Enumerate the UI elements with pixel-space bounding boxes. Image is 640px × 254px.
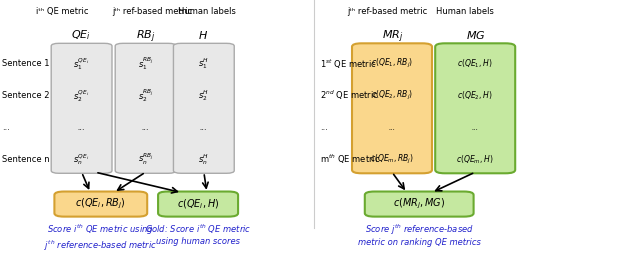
- Text: Sentence n: Sentence n: [2, 155, 49, 164]
- Text: ...: ...: [141, 123, 150, 132]
- FancyBboxPatch shape: [51, 43, 112, 173]
- Text: ...: ...: [320, 123, 328, 132]
- Text: 1$^{st}$ QE metric: 1$^{st}$ QE metric: [320, 57, 377, 71]
- Text: $c(QE_i, H)$: $c(QE_i, H)$: [177, 197, 220, 211]
- Text: $c(MR_j, MG)$: $c(MR_j, MG)$: [393, 197, 445, 211]
- Text: $s_1^{QE_i}$: $s_1^{QE_i}$: [74, 56, 90, 72]
- Text: m$^{th}$ QE metric: m$^{th}$ QE metric: [320, 153, 380, 166]
- Text: Human labels: Human labels: [178, 7, 236, 16]
- FancyBboxPatch shape: [173, 43, 234, 173]
- Text: $H$: $H$: [198, 28, 209, 40]
- Text: $c(QE_m, H)$: $c(QE_m, H)$: [456, 153, 494, 166]
- Text: $s_n^{RB_j}$: $s_n^{RB_j}$: [138, 152, 154, 167]
- Text: $s_2^{RB_j}$: $s_2^{RB_j}$: [138, 87, 154, 104]
- Text: $RB_j$: $RB_j$: [136, 28, 156, 45]
- Text: $s_1^{RB_j}$: $s_1^{RB_j}$: [138, 55, 154, 72]
- Text: Sentence 2: Sentence 2: [2, 91, 49, 100]
- FancyBboxPatch shape: [115, 43, 176, 173]
- Text: ...: ...: [77, 123, 86, 132]
- Text: $s_n^{H}$: $s_n^{H}$: [198, 152, 209, 167]
- Text: $MR_j$: $MR_j$: [382, 28, 404, 45]
- Text: $c(QE_1, RB_j)$: $c(QE_1, RB_j)$: [371, 57, 413, 70]
- Text: $QE_i$: $QE_i$: [71, 28, 92, 42]
- Text: Human labels: Human labels: [436, 7, 494, 16]
- FancyBboxPatch shape: [54, 192, 147, 217]
- Text: $s_n^{QE_i}$: $s_n^{QE_i}$: [74, 152, 90, 167]
- FancyBboxPatch shape: [352, 43, 432, 173]
- Text: $s_1^{H}$: $s_1^{H}$: [198, 56, 209, 71]
- Text: ...: ...: [2, 123, 10, 132]
- Text: Score $j^{th}$ reference-based
metric on ranking QE metrics: Score $j^{th}$ reference-based metric on…: [358, 222, 481, 247]
- Text: $s_2^{QE_i}$: $s_2^{QE_i}$: [74, 88, 90, 104]
- Text: Sentence 1: Sentence 1: [2, 59, 49, 68]
- Text: $MG$: $MG$: [466, 28, 485, 40]
- Text: $c(QE_2, H)$: $c(QE_2, H)$: [458, 89, 493, 102]
- Text: ...: ...: [200, 123, 208, 132]
- Text: iᵗʰ QE metric: iᵗʰ QE metric: [36, 7, 89, 16]
- Text: Score $i^{th}$ QE metric using
$j^{th}$ reference-based metric: Score $i^{th}$ QE metric using $j^{th}$ …: [44, 222, 157, 253]
- FancyBboxPatch shape: [365, 192, 474, 217]
- FancyBboxPatch shape: [158, 192, 238, 217]
- Text: jᵗʰ ref-based metric: jᵗʰ ref-based metric: [347, 7, 427, 16]
- Text: 2$^{nd}$ QE metric: 2$^{nd}$ QE metric: [320, 89, 379, 102]
- Text: $c(QE_1, H)$: $c(QE_1, H)$: [458, 58, 493, 70]
- Text: jᵗʰ ref-based metric: jᵗʰ ref-based metric: [112, 7, 192, 16]
- Text: $c(QE_i, RB_j)$: $c(QE_i, RB_j)$: [76, 197, 126, 211]
- Text: $c(QE_m, RB_j)$: $c(QE_m, RB_j)$: [370, 153, 414, 166]
- Text: $c(QE_2, RB_j)$: $c(QE_2, RB_j)$: [371, 89, 413, 102]
- Text: ...: ...: [472, 123, 479, 132]
- Text: Gold: Score $i^{th}$ QE metric
using human scores: Gold: Score $i^{th}$ QE metric using hum…: [145, 222, 252, 246]
- FancyBboxPatch shape: [435, 43, 515, 173]
- Text: ...: ...: [388, 123, 396, 132]
- Text: $s_2^{H}$: $s_2^{H}$: [198, 88, 209, 103]
